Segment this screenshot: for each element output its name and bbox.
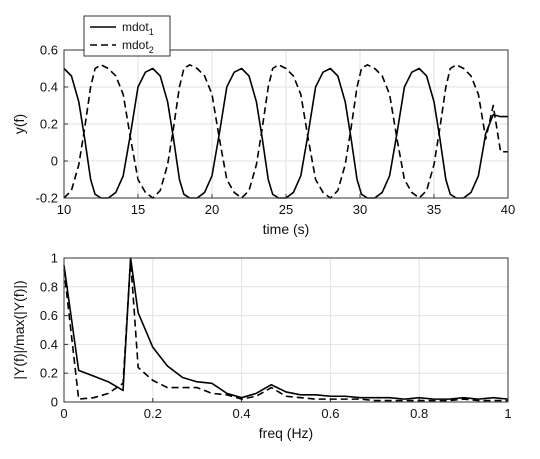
plot-area	[64, 258, 508, 402]
y-tick-label: 0.4	[40, 80, 58, 95]
frequency-spectrum-plot: 0 0.2 0.4 0.6 0.8 1 0 0.2 0.4 0.6 0.8 1 freq (Hz) |Y(…	[11, 251, 512, 442]
x-axis-label: freq (Hz)	[259, 425, 313, 441]
y-tick-label: 0.2	[40, 366, 58, 381]
y-tick-label: 0.8	[40, 279, 58, 294]
x-tick-label: 1	[504, 406, 511, 421]
legend-label-mdot2: mdot2	[122, 38, 154, 55]
x-tick-label: 15	[131, 202, 145, 217]
axes-box	[63, 257, 509, 403]
time-series-mdot2	[63, 64, 508, 199]
y-tick-label: -0.2	[36, 191, 58, 206]
y-tick-label: 0	[51, 395, 58, 410]
legend-label-mdot1: mdot1	[122, 20, 154, 37]
time-series-plot: 10 15 20 25 30 35 40 -0.2 0 0.2 0.4 0.6 time (s) y(f)…	[11, 15, 515, 237]
y-axis-label: y(f)	[11, 114, 27, 134]
y-tick-label: 0.4	[40, 337, 58, 352]
x-tick-label: 0.2	[144, 406, 162, 421]
y-axis-label: |Y(f)|/max(|Y(f)|)	[11, 280, 27, 379]
x-tick-label: 0	[60, 406, 67, 421]
x-tick-label: 25	[279, 202, 293, 217]
x-tick-label: 35	[427, 202, 441, 217]
x-tick-label: 0.6	[321, 406, 339, 421]
freq-series-mdot2	[63, 258, 508, 402]
y-tick-label: 1	[51, 251, 58, 266]
x-tick-label: 20	[205, 202, 219, 217]
legend-box	[83, 15, 171, 57]
x-tick-label: 30	[353, 202, 367, 217]
x-tick-label: 0.8	[410, 406, 428, 421]
x-tick-label: 10	[57, 202, 71, 217]
x-tick-label: 0.4	[233, 406, 251, 421]
y-tick-label: 0.6	[40, 43, 58, 58]
y-tick-label: 0	[51, 154, 58, 169]
x-axis-label: time (s)	[263, 221, 310, 237]
y-tick-label: 0.6	[40, 308, 58, 323]
axes-box	[63, 49, 509, 199]
y-tick-label: 0.2	[40, 117, 58, 132]
x-tick-label: 40	[501, 202, 515, 217]
